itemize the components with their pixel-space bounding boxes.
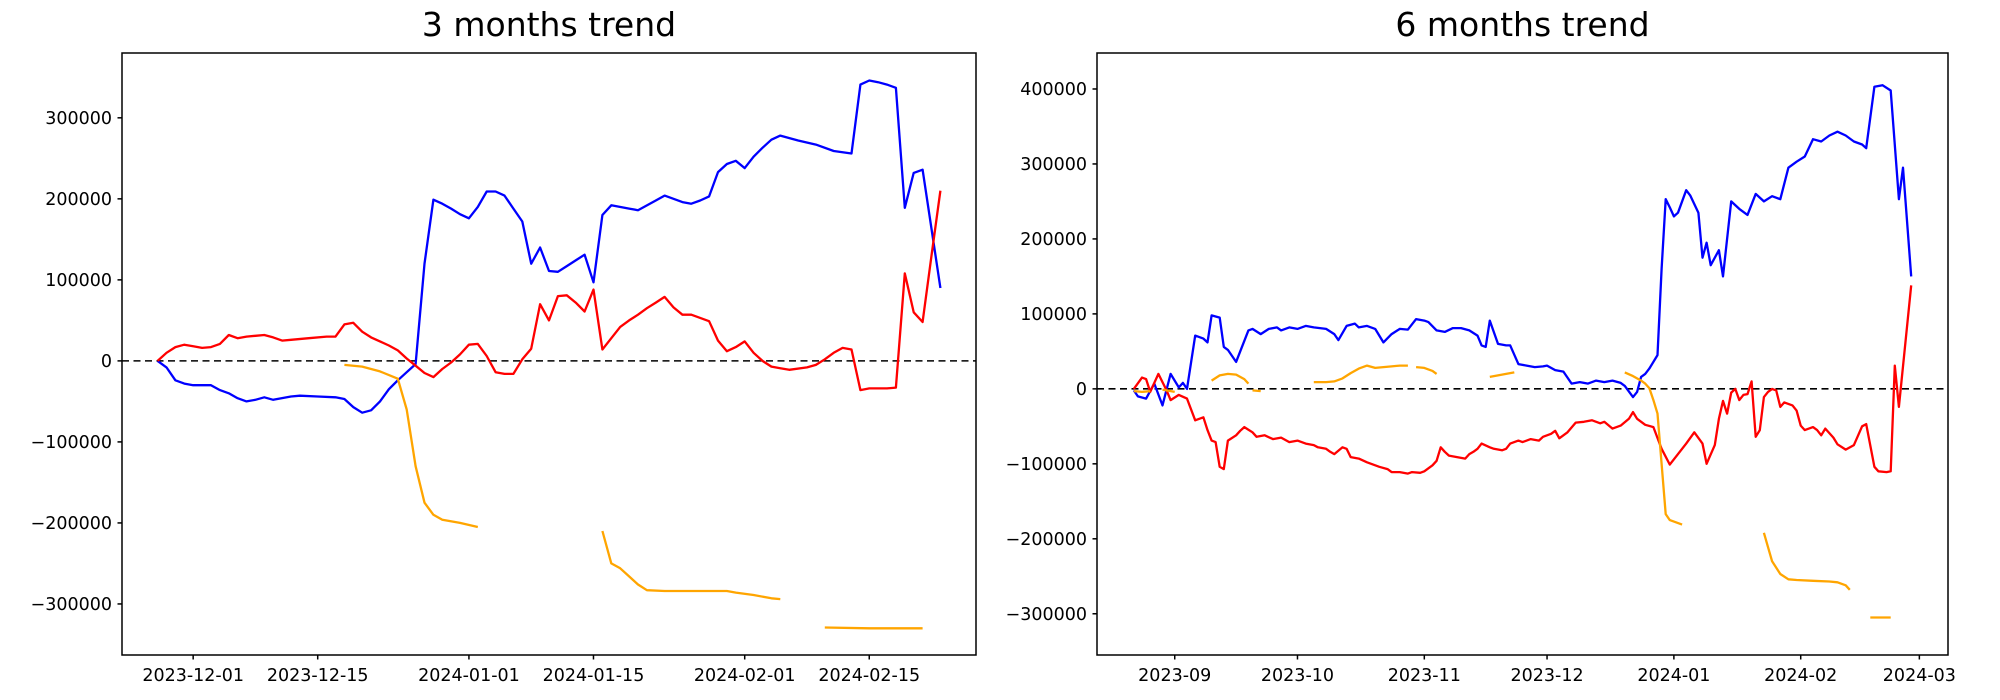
x-tick-label: 2024-02-15: [818, 666, 920, 686]
x-tick-label: 2024-03: [1883, 666, 1956, 686]
y-tick-label: −300000: [1006, 605, 1087, 625]
x-tick-label: 2024-01-01: [418, 666, 520, 686]
y-axis: 400000 300000 200000 100000 0 −100000 −200000 −…: [1006, 80, 1097, 625]
y-tick-label: −200000: [31, 514, 112, 534]
x-tick-label: 2024-01: [1637, 666, 1710, 686]
y-tick-label: 200000: [1020, 230, 1087, 250]
y-tick-label: −100000: [31, 433, 112, 453]
x-tick-label: 2023-09: [1138, 666, 1211, 686]
x-tick-label: 2023-10: [1261, 666, 1334, 686]
series-line-series_orange: [1133, 389, 1151, 394]
series-line-series_blue: [1132, 84, 1913, 407]
axes-spines: [121, 52, 977, 656]
x-axis: 2023-12-01 2023-12-15 2024-01-01 2024-01-15…: [142, 655, 920, 686]
series-line-series_orange: [1252, 389, 1261, 393]
plot-area-3-months: 2023-12-01 2023-12-15 2024-01-01 2024-01-15…: [31, 52, 977, 686]
y-tick-label: 0: [101, 352, 112, 372]
series-line-series_red: [1132, 285, 1913, 475]
series-line-series_orange: [1415, 365, 1438, 375]
y-tick-label: −200000: [1006, 530, 1087, 550]
y-tick-label: −300000: [31, 595, 112, 615]
x-tick-label: 2023-11: [1388, 666, 1461, 686]
x-tick-label: 2024-02: [1764, 666, 1837, 686]
series-line-series_orange: [1762, 532, 1851, 591]
x-tick-label: 2024-01-15: [543, 666, 645, 686]
y-tick-label: 400000: [1020, 80, 1087, 100]
series-line-series_orange: [1162, 388, 1175, 394]
y-tick-label: 100000: [1020, 305, 1087, 325]
y-tick-label: −100000: [1006, 455, 1087, 475]
plot-area-6-months: 2023-09 2023-10 2023-11 2023-12 2024-01 2024-…: [1006, 52, 1956, 686]
series-line-series_orange: [601, 530, 781, 601]
y-tick-label: 100000: [45, 271, 112, 291]
y-tick-label: 300000: [45, 109, 112, 129]
series-line-series_blue: [156, 79, 942, 414]
x-tick-label: 2024-02-01: [694, 666, 796, 686]
y-tick-label: 300000: [1020, 155, 1087, 175]
series-line-series_orange: [1489, 371, 1515, 379]
x-tick-label: 2023-12-15: [267, 666, 369, 686]
chart-title-6-months: 6 months trend: [1395, 5, 1650, 44]
x-tick-label: 2023-12-01: [142, 666, 244, 686]
series-line-series_orange: [824, 626, 923, 630]
y-axis: 300000 200000 100000 0 −100000 −200000 −300000: [31, 109, 122, 615]
series-line-series_orange: [1624, 371, 1683, 526]
chart-6-months-trend: 6 months trend 2023-09 2023-10 2023-11 2023…: [1000, 0, 2000, 700]
axes-spines: [1096, 52, 1949, 656]
series-line-series_orange: [1210, 372, 1250, 385]
series-line-series_orange: [1313, 364, 1408, 384]
series-line-series_red: [156, 190, 942, 392]
x-tick-label: 2023-12: [1510, 666, 1583, 686]
y-tick-label: 0: [1076, 380, 1087, 400]
y-tick-label: 200000: [45, 190, 112, 210]
x-axis: 2023-09 2023-10 2023-11 2023-12 2024-01 2024-…: [1138, 655, 1956, 686]
chart-3-months-trend: 3 months trend 2023-12-01 2023-12-15 2024-…: [31, 5, 977, 686]
series-line-series_orange: [344, 363, 479, 529]
chart-title-3-months: 3 months trend: [421, 5, 677, 44]
